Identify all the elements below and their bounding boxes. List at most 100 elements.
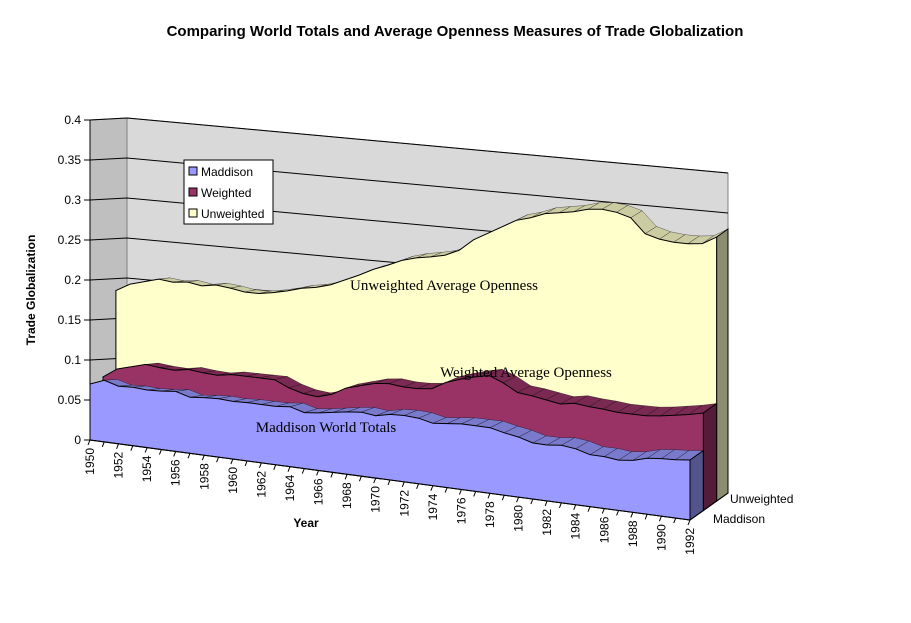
x-tick-mark (187, 453, 191, 459)
x-tick-mark (516, 496, 520, 503)
y-tick-label: 0.2 (64, 273, 81, 287)
x-tick-mark (344, 474, 348, 480)
legend-swatch-unweighted (188, 208, 198, 218)
gridline (89, 117, 729, 174)
x-tick-mark (101, 441, 105, 448)
depth-axis-line (689, 492, 729, 521)
x-tick-label: 1956 (169, 459, 183, 486)
x-tick-mark (330, 472, 334, 478)
x-tick-mark (473, 491, 477, 497)
legend-swatch-weighted (188, 187, 198, 197)
y-tick-label: 0.1 (64, 353, 81, 367)
y-tick-label: 0.05 (58, 393, 82, 407)
y-axis: 0 0.05 0.1 0.15 0.2 0.25 0.3 0.35 0.4 (58, 113, 91, 447)
maddison-area-label: Maddison World Totals (256, 420, 397, 436)
series-maddison-end-face (689, 449, 704, 521)
series-unweighted-end-face (716, 228, 729, 503)
x-tick-mark (501, 495, 505, 501)
x-tick-mark (373, 477, 377, 484)
x-tick-label: 1962 (254, 471, 268, 498)
y-tick-label: 0.3 (64, 193, 81, 207)
x-tick-label: 1952 (112, 451, 126, 478)
x-tick-label: 1954 (140, 455, 154, 482)
x-tick-mark (573, 504, 577, 510)
x-tick-label: 1950 (83, 448, 97, 475)
x-tick-mark (687, 519, 691, 526)
series-areas (89, 202, 729, 521)
legend-label-maddison: Maddison (201, 165, 253, 179)
x-tick-mark (401, 481, 405, 488)
x-tick-mark (116, 443, 120, 449)
x-tick-mark (230, 458, 234, 465)
legend-label-unweighted: Unweighted (201, 207, 264, 221)
x-tick-label: 1972 (397, 490, 411, 517)
x-axis: 1950 1952 1954 1956 1958 1960 1962 1964 1966 1968… (83, 439, 729, 555)
x-tick-mark (601, 508, 605, 514)
x-tick-mark (144, 447, 148, 453)
depth-label-maddison: Maddison (713, 512, 765, 526)
series-weighted-end-face (702, 402, 718, 512)
series-maddison (89, 379, 705, 521)
x-tick-mark (644, 514, 648, 520)
x-tick-label: 1990 (654, 524, 668, 551)
x-tick-mark (216, 456, 220, 463)
x-tick-mark (530, 498, 534, 505)
x-tick-label: 1976 (454, 497, 468, 524)
legend: Maddison Weighted Unweighted (183, 159, 274, 225)
y-tick-label: 0 (74, 433, 81, 447)
x-tick-mark (287, 466, 291, 472)
x-tick-mark (87, 439, 91, 446)
x-tick-mark (458, 489, 462, 495)
x-tick-label: 1964 (283, 474, 297, 501)
gridline (89, 157, 729, 214)
x-tick-label: 1986 (597, 516, 611, 543)
x-axis-title: Year (293, 516, 319, 530)
y-tick-label: 0.35 (58, 153, 82, 167)
x-tick-label: 1974 (426, 493, 440, 520)
x-tick-mark (630, 512, 634, 518)
x-tick-label: 1978 (483, 501, 497, 528)
y-tick-label: 0.15 (58, 313, 82, 327)
x-tick-mark (616, 510, 620, 516)
y-tick-label: 0.4 (64, 113, 81, 127)
x-tick-mark (487, 493, 491, 499)
x-tick-mark (301, 468, 305, 474)
legend-label-weighted: Weighted (201, 186, 251, 200)
x-tick-mark (316, 470, 320, 476)
x-tick-mark (130, 445, 134, 451)
x-tick-mark (444, 487, 448, 493)
x-tick-label: 1988 (626, 520, 640, 547)
x-tick-mark (201, 455, 205, 461)
depth-label-unweighted: Unweighted (730, 492, 793, 506)
x-tick-label: 1992 (683, 528, 697, 555)
chart-title: Comparing World Totals and Average Openn… (167, 23, 744, 40)
legend-swatch-maddison (188, 166, 198, 176)
x-tick-mark (658, 516, 662, 522)
x-tick-mark (273, 464, 277, 470)
x-tick-mark (673, 517, 677, 524)
x-tick-label: 1966 (312, 478, 326, 505)
x-tick-mark (558, 502, 562, 509)
x-tick-mark (416, 483, 420, 489)
x-tick-mark (387, 479, 391, 486)
x-tick-mark (244, 460, 248, 467)
x-tick-label: 1968 (340, 482, 354, 509)
x-tick-mark (358, 476, 362, 482)
x-tick-mark (258, 462, 262, 469)
x-tick-label: 1984 (569, 512, 583, 539)
x-tick-mark (587, 506, 591, 512)
x-tick-mark (430, 485, 434, 491)
weighted-area-label: Weighted Average Openness (440, 365, 612, 381)
x-tick-mark (158, 449, 162, 455)
x-tick-label: 1960 (226, 467, 240, 494)
unweighted-area-label: Unweighted Average Openness (350, 278, 538, 294)
x-tick-label: 1982 (540, 509, 554, 536)
x-tick-mark (544, 500, 548, 507)
x-tick-label: 1958 (197, 463, 211, 490)
x-tick-label: 1970 (369, 486, 383, 513)
y-axis-title: Trade Globalization (24, 235, 38, 346)
y-tick-label: 0.25 (58, 233, 82, 247)
legend-box (183, 159, 274, 225)
x-tick-label: 1980 (512, 505, 526, 532)
